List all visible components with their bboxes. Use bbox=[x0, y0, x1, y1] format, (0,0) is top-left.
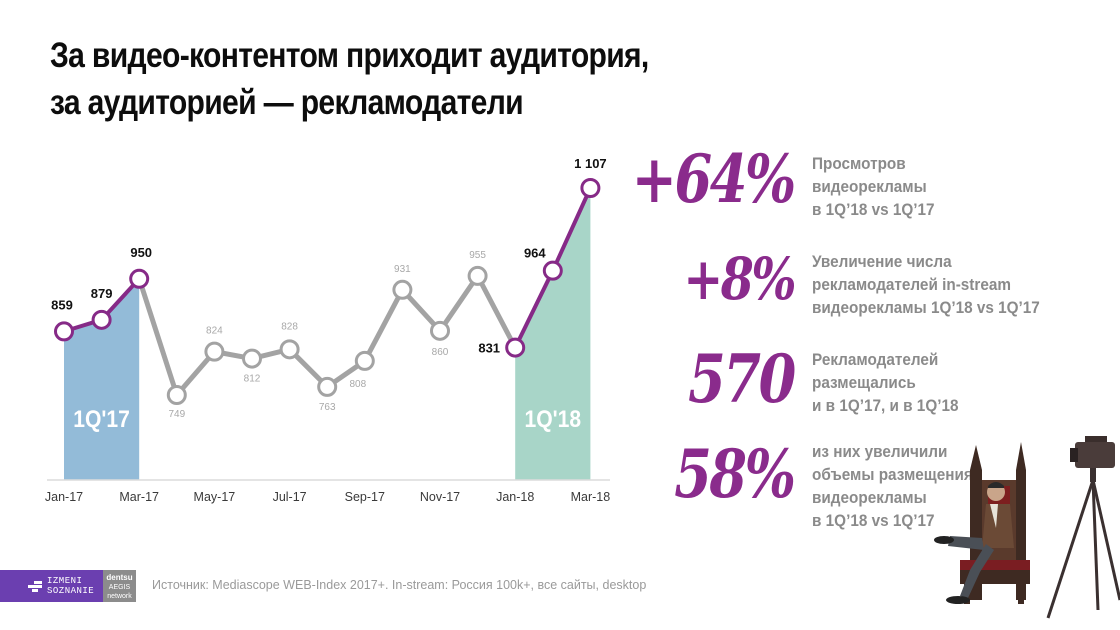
base-line-segment bbox=[136, 276, 180, 398]
x-tick-label: Sep-17 bbox=[345, 490, 385, 504]
data-label: 950 bbox=[130, 245, 152, 260]
stat-description-line: Увеличение числа bbox=[812, 252, 952, 271]
line-chart: 1Q'17 1Q'18 859 879 950 749 824 812 828 763 808 93… bbox=[45, 156, 611, 504]
data-label: 749 bbox=[168, 409, 185, 420]
highlight-line-segment bbox=[513, 268, 555, 350]
data-point bbox=[580, 178, 601, 198]
data-label: 860 bbox=[432, 347, 449, 358]
data-label: 824 bbox=[206, 326, 223, 337]
dentsu-logo-line1: dentsu bbox=[106, 573, 133, 582]
stat-description: Просмотров видеорекламы в 1Q’18 vs 1Q’17 bbox=[812, 152, 935, 221]
stat-block: +64% Просмотров видеорекламы в 1Q’18 vs 1Q’… bbox=[632, 140, 1120, 230]
izmeni-mark-icon bbox=[28, 581, 42, 592]
stat-description-line: объемы размещения bbox=[812, 465, 973, 484]
x-tick-label: Mar-18 bbox=[571, 490, 611, 504]
data-point bbox=[54, 321, 74, 342]
data-label: 812 bbox=[244, 374, 261, 385]
dentsu-logo-line2: AEGIS bbox=[108, 584, 131, 591]
x-tick-label: Nov-17 bbox=[420, 490, 460, 504]
stat-description-line: размещались bbox=[812, 373, 916, 392]
data-point bbox=[242, 348, 262, 369]
stat-description-line: из них увеличили bbox=[812, 442, 948, 461]
highlight-band-label: 1Q'18 bbox=[524, 406, 581, 433]
throne-camera-illustration bbox=[934, 436, 1120, 619]
stat-description-line: видеорекламы 1Q’18 vs 1Q’17 bbox=[812, 298, 1040, 317]
data-point bbox=[279, 339, 300, 360]
stat-description-line: видеорекламы bbox=[812, 177, 927, 196]
data-point bbox=[354, 350, 375, 371]
data-point bbox=[166, 385, 187, 405]
base-line-segment bbox=[437, 273, 481, 334]
data-label: 859 bbox=[51, 297, 73, 312]
stat-description: Увеличение числа рекламодателей in-stream… bbox=[812, 250, 1040, 319]
stat-description-line: в 1Q’18 vs 1Q’17 bbox=[812, 200, 935, 219]
data-label: 828 bbox=[281, 321, 298, 332]
base-line-segment bbox=[362, 287, 405, 364]
data-label: 879 bbox=[91, 286, 113, 301]
highlight-line-segment bbox=[550, 186, 593, 273]
data-label: 955 bbox=[469, 250, 486, 261]
stat-description-line: и в 1Q’17, и в 1Q’18 bbox=[812, 396, 959, 415]
stat-description-line: Рекламодателей bbox=[812, 350, 939, 369]
video-camera-icon bbox=[1046, 436, 1120, 619]
data-point bbox=[505, 337, 526, 358]
data-point bbox=[467, 265, 488, 286]
title-line-2: за аудиторией — рекламодатели bbox=[50, 83, 524, 122]
dentsu-aegis-logo: dentsu AEGIS network bbox=[103, 570, 136, 602]
data-label: 931 bbox=[394, 264, 411, 275]
x-tick-label: May-17 bbox=[194, 490, 236, 504]
stat-value: +8% bbox=[683, 245, 796, 313]
izmeni-soznanie-logo: IZMENI SOZNANIE bbox=[0, 570, 103, 602]
data-label: 1 107 bbox=[574, 156, 607, 171]
data-label: 831 bbox=[478, 341, 500, 356]
seated-person-icon bbox=[934, 482, 1014, 604]
highlight-band-1q17 bbox=[64, 278, 140, 480]
stat-description-line: Просмотров bbox=[812, 154, 906, 173]
dentsu-logo-line3: network bbox=[107, 593, 132, 600]
stat-description: из них увеличили объемы размещения видеоре… bbox=[812, 440, 973, 532]
data-point bbox=[204, 341, 225, 362]
izmeni-logo-line2: SOZNANIE bbox=[47, 586, 95, 596]
page-title: За видео-контентом приходит аудитория, з… bbox=[50, 32, 649, 126]
x-tick-label: Jan-17 bbox=[45, 490, 83, 504]
x-tick-label: Jul-17 bbox=[273, 490, 307, 504]
stat-value: 570 bbox=[688, 340, 796, 418]
stat-description-line: в 1Q’18 vs 1Q’17 bbox=[812, 511, 935, 530]
data-point bbox=[91, 309, 112, 330]
source-note: Источник: Mediascope WEB-Index 2017+. In… bbox=[152, 578, 647, 592]
data-point bbox=[129, 268, 150, 289]
data-point bbox=[430, 320, 450, 341]
data-point bbox=[542, 260, 563, 281]
data-label: 763 bbox=[319, 402, 336, 413]
stat-block: 58% из них увеличили объемы размещения виде… bbox=[640, 435, 1120, 530]
stat-description-line: рекламодателей in-stream bbox=[812, 275, 1011, 294]
izmeni-logo-line1: IZMENI bbox=[47, 576, 83, 586]
stat-value: 58% bbox=[674, 435, 797, 513]
x-tick-label: Mar-17 bbox=[119, 490, 159, 504]
x-tick-label: Jan-18 bbox=[496, 490, 534, 504]
data-point bbox=[317, 376, 338, 397]
stat-block: 570 Рекламодателей размещались и в 1Q’17, и… bbox=[640, 340, 1120, 430]
stat-description: Рекламодателей размещались и в 1Q’17, и в … bbox=[812, 348, 958, 417]
data-label: 964 bbox=[524, 246, 546, 261]
highlight-band-label: 1Q'17 bbox=[73, 406, 130, 433]
base-line-segment bbox=[475, 273, 518, 351]
data-point bbox=[392, 279, 413, 300]
stat-description-line: видеорекламы bbox=[812, 488, 927, 507]
highlight-band-1q18 bbox=[515, 188, 591, 480]
data-label: 808 bbox=[349, 379, 366, 390]
title-line-1: За видео-контентом приходит аудитория, bbox=[50, 36, 649, 75]
stat-block: +8% Увеличение числа рекламодателей in-str… bbox=[640, 245, 1120, 335]
stat-value: +64% bbox=[631, 140, 797, 218]
footer-logos: IZMENI SOZNANIE dentsu AEGIS network bbox=[0, 570, 136, 602]
